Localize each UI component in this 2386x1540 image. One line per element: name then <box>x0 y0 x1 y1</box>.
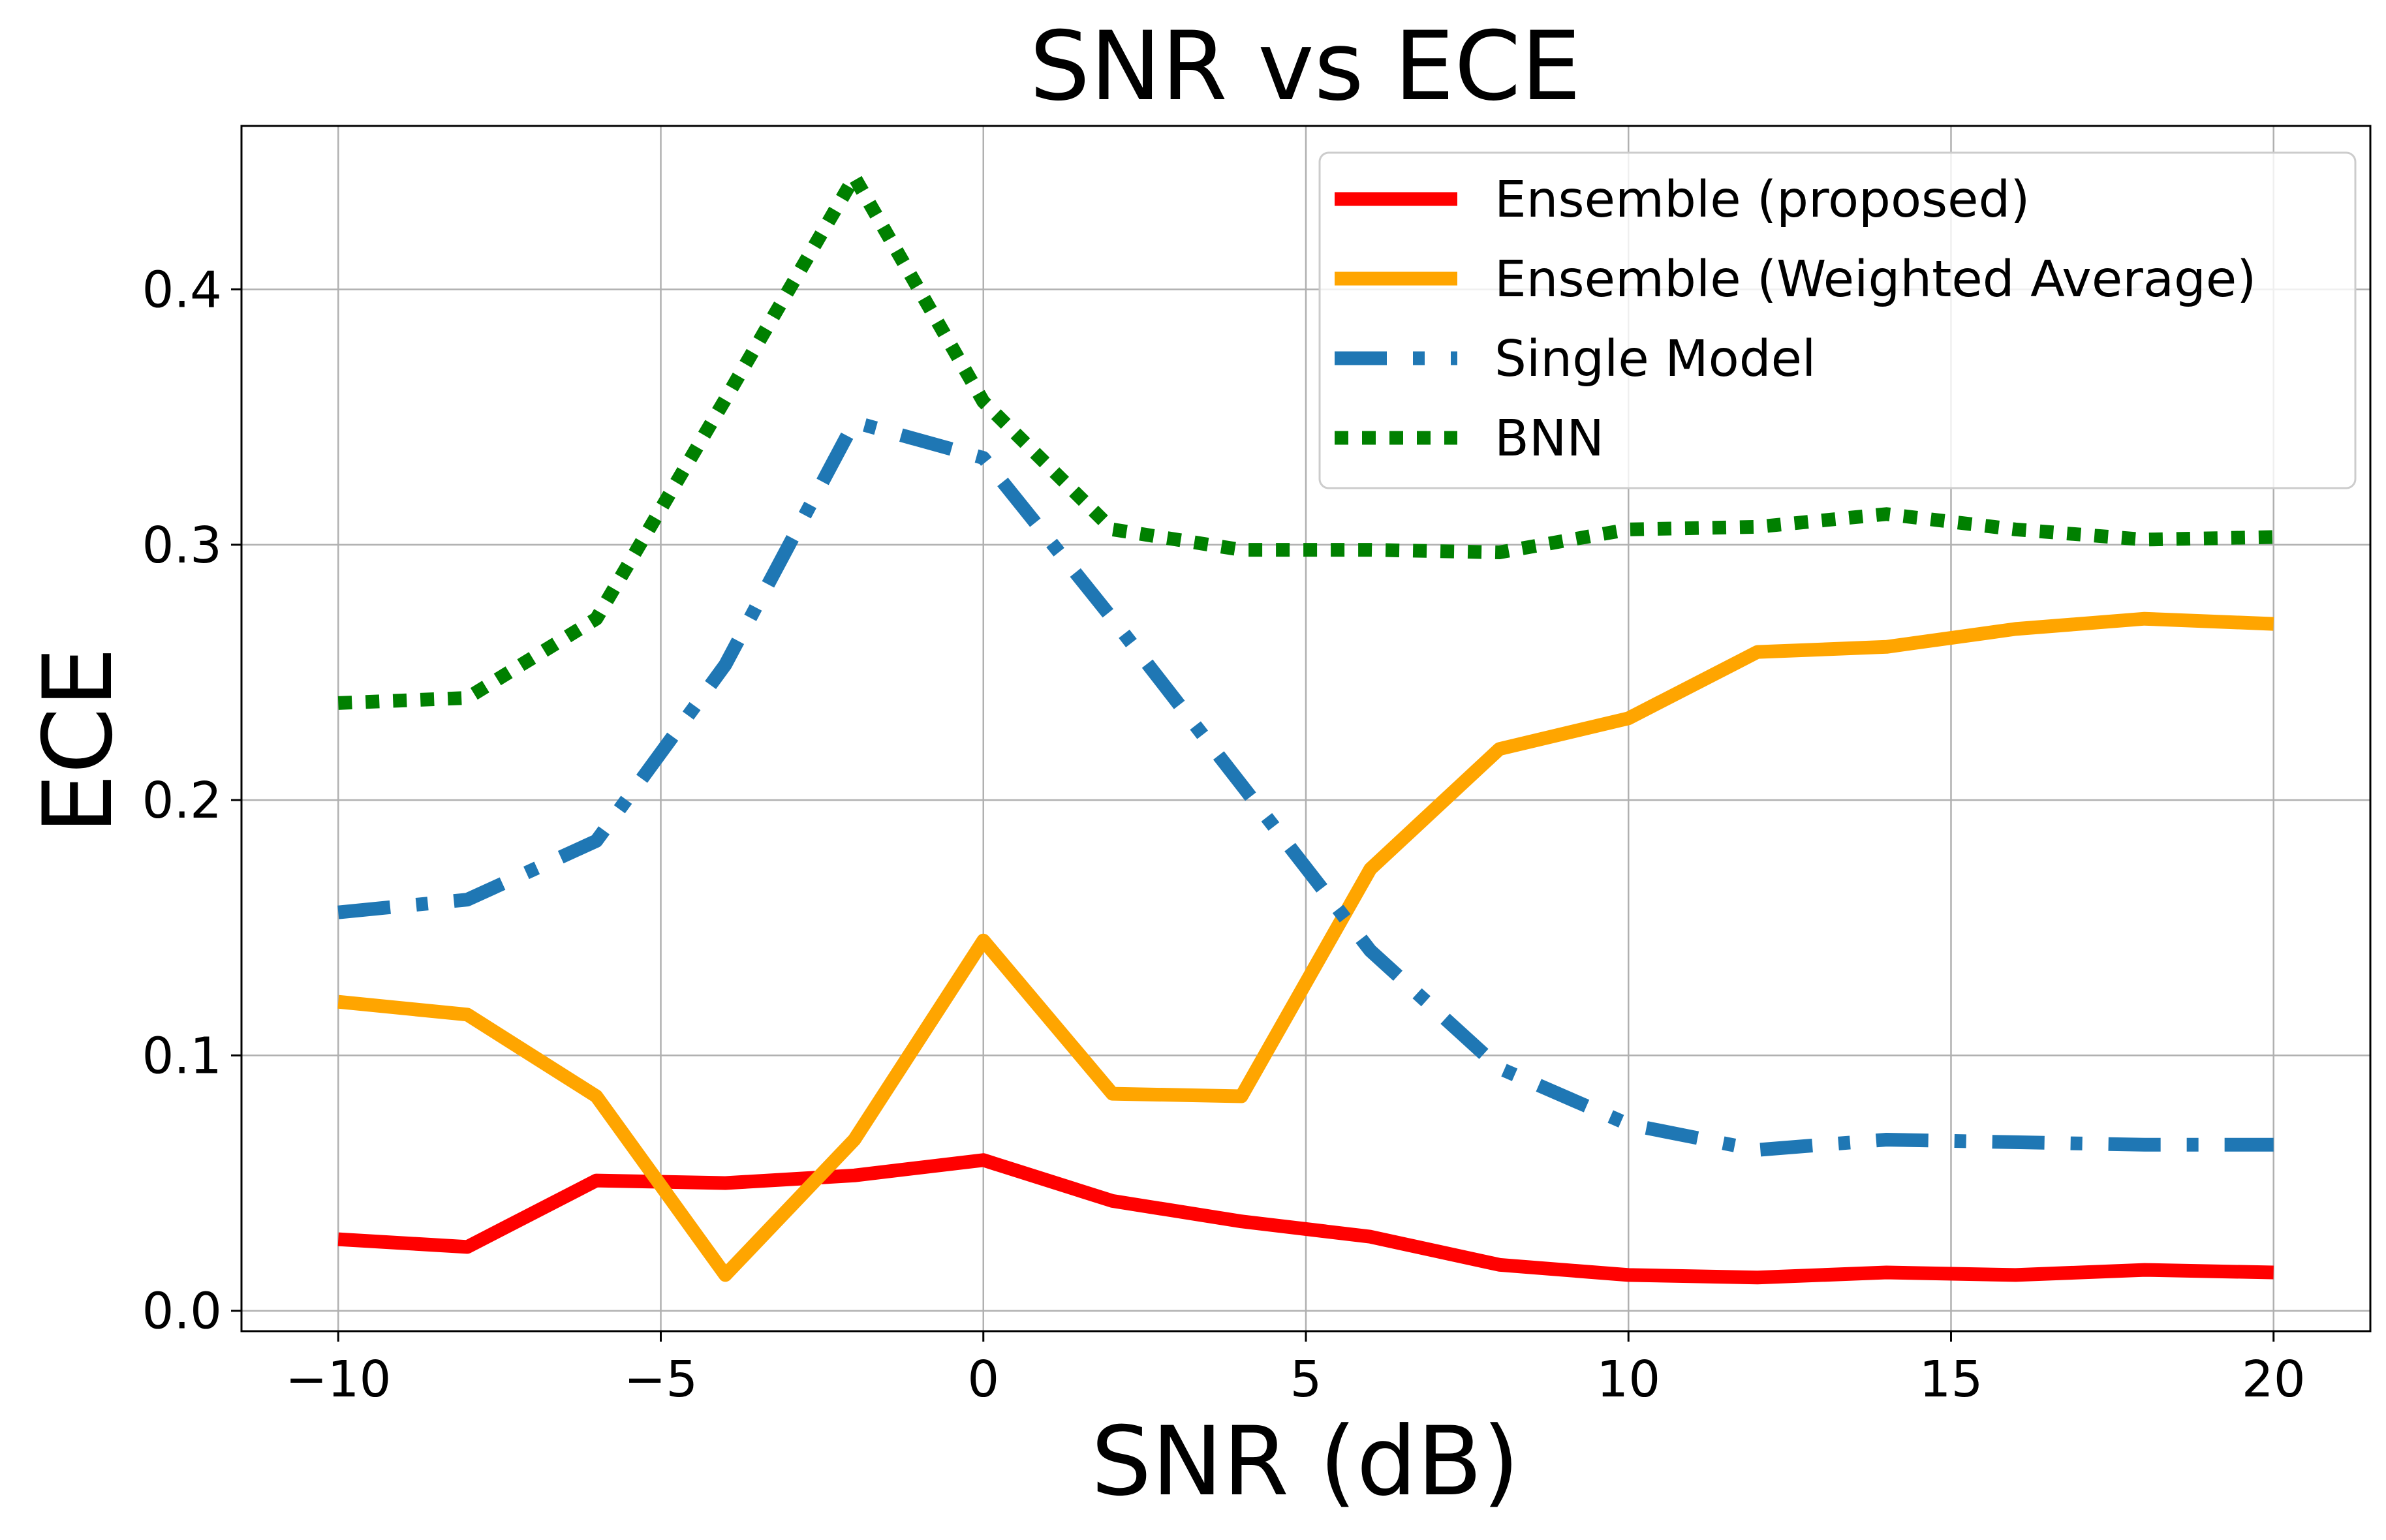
x-tick-label: 0 <box>967 1351 999 1409</box>
y-tick-label: 0.2 <box>142 772 222 830</box>
y-tick-label: 0.0 <box>142 1283 222 1341</box>
series-layer <box>337 170 2274 1285</box>
x-axis: −10 −5 0 5 10 15 20 <box>285 1331 2306 1409</box>
series-line-4 <box>337 170 2274 710</box>
chart-title: SNR vs ECE <box>1029 11 1581 122</box>
legend-label: Ensemble (proposed) <box>1495 171 2030 229</box>
legend: Ensemble (proposed) Ensemble (Weighted Av… <box>1318 151 2357 489</box>
legend-label: Ensemble (Weighted Average) <box>1495 251 2256 309</box>
y-tick-label: 0.4 <box>142 261 222 319</box>
x-tick-label: 5 <box>1290 1351 1322 1409</box>
x-tick-label: 20 <box>2242 1351 2306 1409</box>
series-line-3 <box>337 415 2274 1157</box>
x-tick-label: −10 <box>285 1351 392 1409</box>
y-axis: 0.0 0.1 0.2 0.3 0.4 <box>142 261 241 1341</box>
x-axis-label: SNR (dB) <box>1091 1406 1520 1517</box>
x-tick-label: 10 <box>1596 1351 1660 1409</box>
legend-frame <box>1318 151 2357 489</box>
x-tick-label: 15 <box>1919 1351 1983 1409</box>
series-line-2 <box>337 611 2274 1282</box>
y-tick-label: 0.1 <box>142 1027 222 1085</box>
y-tick-label: 0.3 <box>142 517 222 575</box>
legend-label: Single Model <box>1495 330 1816 388</box>
y-axis-label: ECE <box>23 647 134 834</box>
legend-label: BNN <box>1495 410 1604 468</box>
x-tick-label: −5 <box>624 1351 698 1409</box>
